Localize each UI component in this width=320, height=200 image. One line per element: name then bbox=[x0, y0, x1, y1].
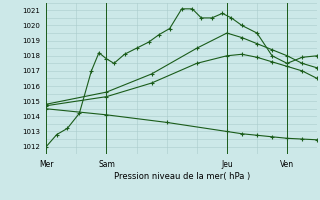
X-axis label: Pression niveau de la mer( hPa ): Pression niveau de la mer( hPa ) bbox=[114, 172, 250, 181]
